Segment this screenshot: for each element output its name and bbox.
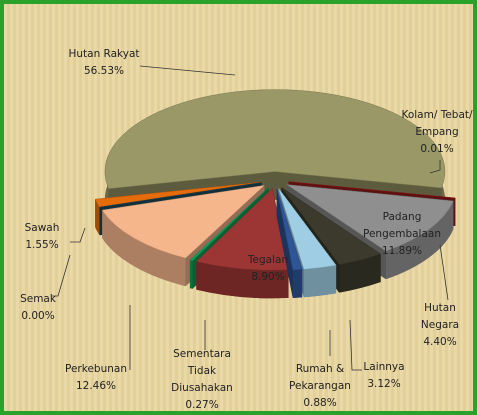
slice-side <box>102 210 186 287</box>
leader-lines <box>52 65 449 371</box>
slice-top <box>195 187 289 271</box>
slice-label: Sawah 1.55% <box>25 220 60 254</box>
slice-top <box>278 187 337 270</box>
leader-line <box>70 227 86 243</box>
slice-label: Rumah & Pekarangan 0.88% <box>280 361 360 411</box>
slice-top <box>104 89 446 189</box>
leader-line <box>439 244 449 301</box>
category: Kolam/ Tebat/ Empang <box>401 109 473 138</box>
leader-line <box>52 254 71 297</box>
category: Sawah <box>24 222 60 234</box>
category: Lainnya <box>363 361 405 373</box>
slice <box>195 187 289 299</box>
slice-side <box>292 269 303 298</box>
slice-label: Perkebunan 12.46% <box>65 361 127 395</box>
leader-line <box>349 319 362 371</box>
slice-label: Tegalan 8.90% <box>248 252 288 286</box>
slice-side <box>339 254 381 293</box>
value-label: 0.00% <box>21 310 55 322</box>
category: Tegalan <box>247 254 289 266</box>
slice-top <box>276 188 303 271</box>
value-label: 11.89% <box>381 245 423 257</box>
slice-top <box>94 181 262 208</box>
slice-top <box>101 185 266 259</box>
slice-side <box>189 260 193 289</box>
category: Padang Pengembalaan <box>363 211 441 240</box>
slice-side <box>385 200 454 280</box>
category: Semak <box>20 293 56 305</box>
category: Hutan Rakyat <box>68 48 140 60</box>
pie <box>94 89 456 299</box>
value-label: 3.12% <box>367 378 401 390</box>
category: Sementara Tidak Diusahakan <box>171 348 233 394</box>
leader-line <box>139 65 236 76</box>
slice-label: Sementara Tidak Diusahakan 0.27% <box>170 346 234 411</box>
value-label: 0.88% <box>303 397 337 409</box>
value-label: 0.27% <box>185 399 219 411</box>
slice-label: Semak 0.00% <box>20 291 56 325</box>
category: Perkebunan <box>65 363 127 375</box>
value-label: 4.40% <box>423 336 457 348</box>
slice-side <box>196 261 289 299</box>
slice-top <box>189 187 269 262</box>
category: Rumah & Pekarangan <box>289 363 351 392</box>
slice-wall <box>276 188 293 298</box>
slice-label: Lainnya 3.12% <box>363 359 404 393</box>
slice-side <box>95 199 100 235</box>
slice-label: Kolam/ Tebat/ Empang 0.01% <box>393 107 473 158</box>
value-label: 12.46% <box>75 380 117 392</box>
slice-label: Padang Pengembalaan 11.89% <box>355 209 450 260</box>
slice-label: Hutan Negara 4.40% <box>421 300 459 351</box>
leader-line <box>429 160 441 174</box>
slice-top <box>288 181 456 199</box>
slice <box>276 188 303 298</box>
slice-top <box>99 182 262 208</box>
slice-top <box>286 184 454 252</box>
slice-top <box>281 187 382 265</box>
value-label: 1.55% <box>25 239 59 251</box>
slice-label: Hutan Rakyat 56.53% <box>68 46 139 80</box>
slice-side <box>303 265 337 298</box>
value-label: 56.53% <box>83 65 125 77</box>
value-label: 8.90% <box>251 271 285 283</box>
category: Hutan Negara <box>420 302 460 331</box>
value-label: 0.01% <box>420 143 454 155</box>
